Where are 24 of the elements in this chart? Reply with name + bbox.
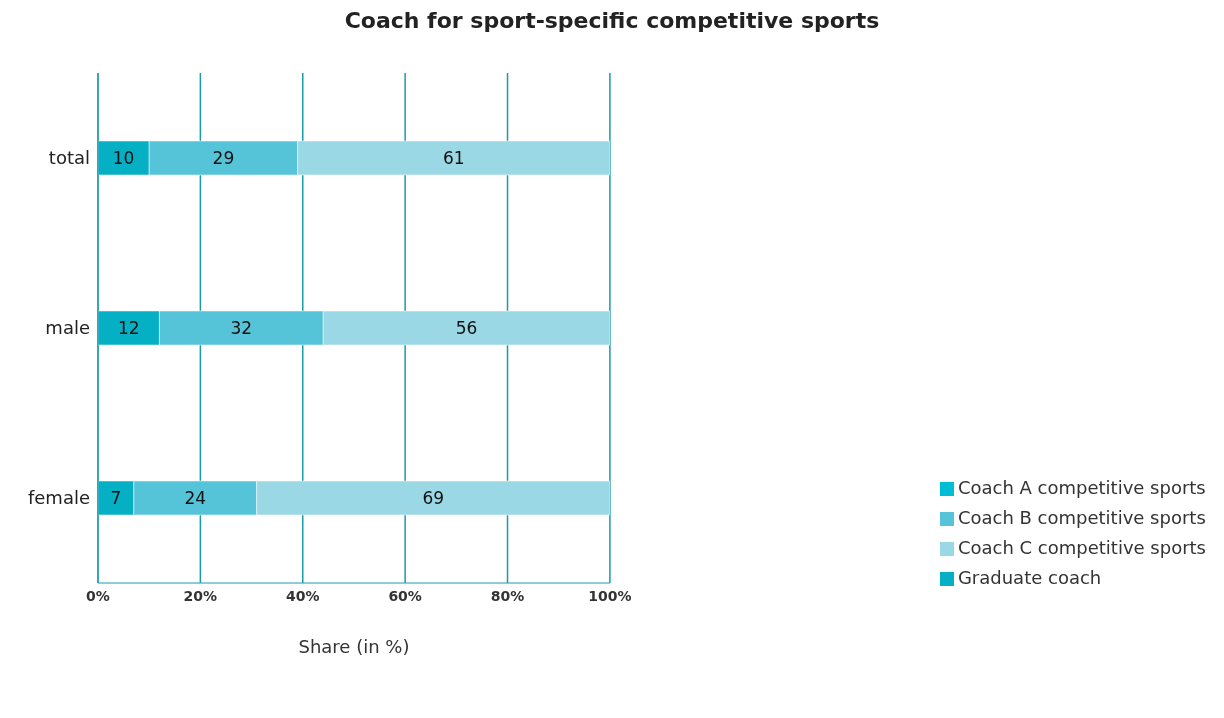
y-tick-label: female	[27, 487, 90, 509]
legend-label: Coach B competitive sports	[957, 507, 1206, 528]
y-tick-label: male	[45, 317, 90, 339]
legend-label: Coach A competitive sports	[957, 477, 1206, 498]
data-label: 69	[422, 488, 445, 509]
legend-label: Graduate coach	[957, 567, 1102, 588]
x-tick-label: 0%	[86, 587, 110, 604]
data-label: 12	[117, 318, 140, 339]
legend-label: Coach C competitive sports	[957, 537, 1206, 558]
x-tick-label: 80%	[490, 587, 525, 604]
y-tick-label: total	[48, 147, 90, 169]
data-label: 29	[212, 148, 235, 169]
chart-title: Coach for sport-specific competitive sports	[343, 8, 881, 33]
x-tick-label: 40%	[286, 587, 320, 604]
x-tick-label: 20%	[183, 587, 218, 604]
data-label: 32	[230, 318, 253, 339]
data-label: 61	[442, 148, 465, 169]
data-label: 24	[184, 488, 207, 509]
x-tick-label: 100%	[588, 587, 632, 604]
data-label: 56	[455, 318, 478, 339]
data-label: 10	[112, 148, 135, 169]
x-tick-label: 60%	[388, 587, 422, 604]
x-axis-title: Share (in %)	[298, 636, 410, 657]
data-label: 7	[110, 488, 122, 509]
